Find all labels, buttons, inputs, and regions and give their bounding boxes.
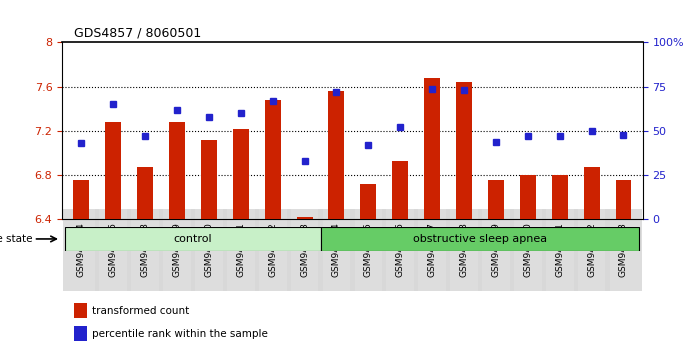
Bar xyxy=(392,161,408,219)
Bar xyxy=(456,82,472,219)
Bar xyxy=(551,175,568,219)
Bar xyxy=(74,303,86,318)
Text: percentile rank within the sample: percentile rank within the sample xyxy=(93,329,268,338)
Bar xyxy=(328,91,344,219)
Bar xyxy=(265,100,281,219)
FancyBboxPatch shape xyxy=(321,227,639,251)
Bar xyxy=(73,180,89,219)
Bar xyxy=(201,140,217,219)
Text: disease state: disease state xyxy=(0,234,32,244)
Bar xyxy=(105,122,121,219)
Text: GDS4857 / 8060501: GDS4857 / 8060501 xyxy=(74,27,201,40)
FancyBboxPatch shape xyxy=(66,227,321,251)
Bar xyxy=(616,180,632,219)
Bar xyxy=(488,180,504,219)
Bar xyxy=(424,78,440,219)
Bar xyxy=(296,217,312,219)
Bar xyxy=(584,167,600,219)
Bar xyxy=(137,167,153,219)
Bar xyxy=(520,175,536,219)
Bar xyxy=(361,184,377,219)
Bar xyxy=(74,326,86,341)
Text: transformed count: transformed count xyxy=(93,306,189,316)
Bar xyxy=(169,122,185,219)
Text: control: control xyxy=(173,234,212,244)
Bar xyxy=(233,129,249,219)
Text: obstructive sleep apnea: obstructive sleep apnea xyxy=(413,234,547,244)
